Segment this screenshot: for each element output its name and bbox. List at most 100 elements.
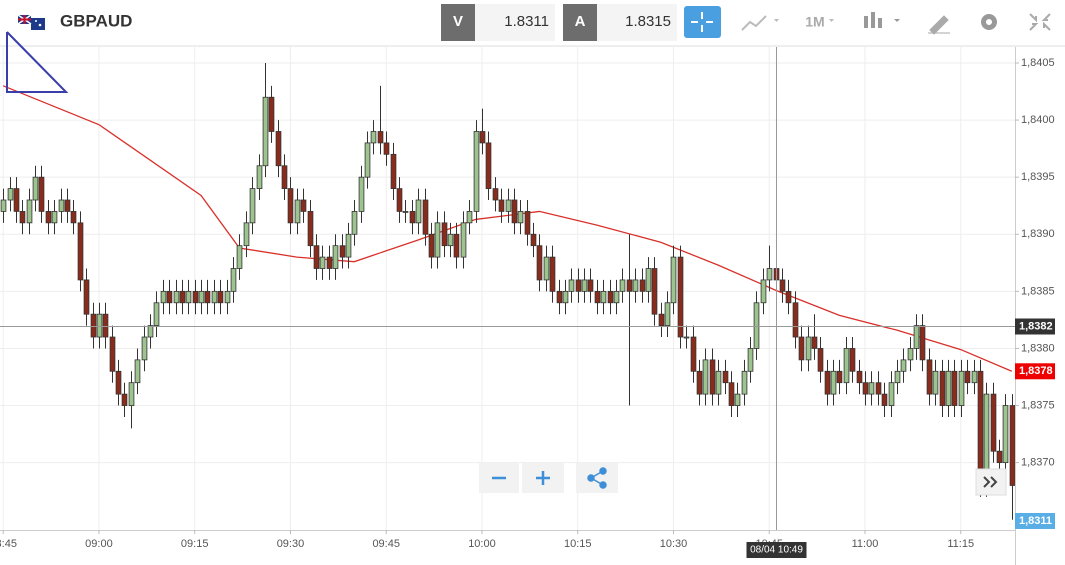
- candle-body: [939, 370, 946, 406]
- candle-body: [562, 290, 569, 304]
- candle-body: [594, 290, 601, 304]
- ask-price: 1.8315: [625, 13, 671, 30]
- candle-body: [919, 325, 926, 361]
- candle-body: [1002, 405, 1009, 464]
- candle-body: [836, 370, 843, 384]
- candle-body: [121, 393, 128, 406]
- bid-button[interactable]: [441, 4, 475, 41]
- bid-label: V: [453, 13, 463, 30]
- candle-body: [926, 359, 933, 395]
- candle-body: [830, 370, 837, 395]
- candle-body: [453, 233, 460, 258]
- candle-body: [64, 199, 71, 212]
- candle-body: [556, 290, 563, 304]
- y-tick-label: 1,8370: [1021, 457, 1055, 469]
- axes: 1,8370 1,8375 1,8380 1,8385 1,8390 1,8395 1,84…: [0, 47, 1055, 565]
- candle-body: [70, 211, 77, 224]
- candle-body: [626, 279, 633, 292]
- candle-body: [192, 290, 199, 304]
- candle-body: [530, 233, 537, 247]
- candle-body: [179, 290, 186, 304]
- candle-body: [134, 359, 141, 384]
- flag-icon: [17, 14, 45, 30]
- x-tick-label: 10:00: [468, 538, 496, 550]
- grid: [0, 47, 1015, 530]
- candle-body: [658, 313, 665, 327]
- candle-body: [313, 245, 320, 269]
- candle-icon[interactable]: [864, 12, 900, 28]
- candle-body: [96, 313, 103, 338]
- y-tick-label: 1,8390: [1021, 228, 1055, 240]
- candle-body: [466, 211, 473, 224]
- candle-body: [402, 211, 409, 213]
- candle-body: [51, 211, 58, 224]
- candle-body: [971, 370, 978, 384]
- candle-body: [690, 336, 697, 372]
- candle-body: [383, 142, 390, 155]
- candle-body: [256, 165, 263, 189]
- crosshair-button[interactable]: [684, 6, 721, 38]
- candle-body: [862, 382, 869, 395]
- share-button[interactable]: [576, 463, 618, 493]
- candle-body: [339, 245, 346, 258]
- candle-body: [575, 279, 582, 292]
- candle-body: [536, 245, 543, 281]
- candle-body: [185, 290, 192, 304]
- candle-body: [38, 176, 45, 212]
- candle-body: [160, 290, 167, 304]
- ma-price-label: 1,8378: [1019, 365, 1053, 377]
- candle-body: [677, 256, 684, 338]
- candle-body: [460, 222, 467, 258]
- candle-body: [977, 370, 984, 486]
- candle-body: [287, 188, 294, 224]
- candle-body: [230, 268, 237, 292]
- collapse-icon[interactable]: [1029, 13, 1051, 31]
- candle-body: [785, 290, 792, 304]
- y-tick-label: 1,8375: [1021, 399, 1055, 411]
- zoom-in-icon: [536, 471, 550, 485]
- candle-body: [849, 348, 856, 372]
- candle-body: [300, 199, 307, 212]
- ask-button[interactable]: [563, 4, 597, 41]
- candle-body: [370, 131, 377, 144]
- candle-body: [696, 370, 703, 395]
- candle-body: [32, 176, 39, 201]
- scroll-end-icon: [983, 476, 998, 488]
- draw-icon[interactable]: [928, 15, 950, 35]
- candle-body: [128, 382, 135, 406]
- candle-body: [275, 131, 282, 167]
- ma-layer: [2, 85, 1013, 372]
- candle-body: [243, 222, 250, 247]
- x-tick-label: 11:15: [947, 538, 974, 550]
- candle-body: [709, 359, 716, 395]
- ask-label: A: [575, 13, 586, 30]
- candle-body: [894, 370, 901, 384]
- candle-body: [581, 279, 588, 292]
- candle-body: [600, 290, 607, 304]
- candle-body: [7, 188, 14, 201]
- chart-type-icon[interactable]: [741, 15, 779, 31]
- timeframe[interactable]: 1M: [805, 14, 824, 30]
- candle-body: [479, 131, 486, 144]
- symbol: GBPAUD: [60, 11, 132, 30]
- candle-body: [664, 302, 671, 327]
- x-tick-label: 11:00: [852, 538, 879, 550]
- candle-body: [434, 222, 441, 258]
- candle-body: [766, 268, 773, 281]
- candle-body: [109, 336, 116, 372]
- candle-body: [549, 256, 556, 292]
- scroll-end-button[interactable]: [975, 468, 1007, 496]
- candle-body: [511, 199, 518, 224]
- candle-body: [90, 313, 97, 338]
- candle-body: [913, 325, 920, 349]
- candle-body: [409, 211, 416, 224]
- y-tick-label: 1,8395: [1021, 171, 1055, 183]
- candle-body: [447, 233, 454, 247]
- candle-body: [498, 199, 505, 212]
- candle-body: [115, 370, 122, 395]
- candle-body: [811, 336, 818, 349]
- candle-body: [651, 268, 658, 315]
- candle-body: [945, 370, 952, 406]
- candles: [0, 62, 1015, 520]
